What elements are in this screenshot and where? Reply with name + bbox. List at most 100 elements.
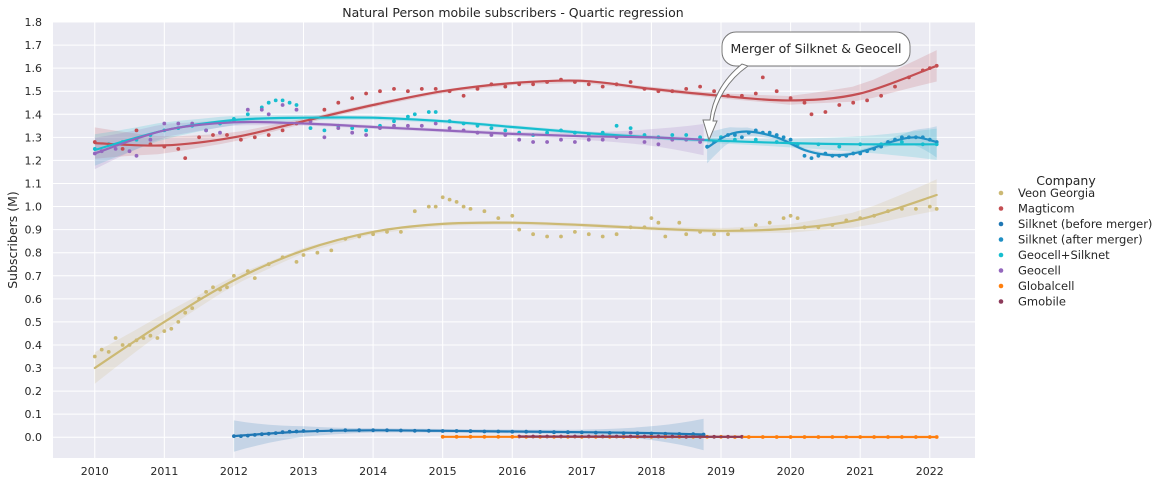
x-tick-label: 2012 [220,465,248,478]
data-point [225,133,229,137]
legend-marker [998,206,1004,211]
y-tick-label: 0.5 [25,316,43,329]
y-tick-label: 0.3 [25,362,43,375]
data-point [99,347,104,352]
data-point [670,133,675,137]
data-point [802,153,807,158]
data-point [134,128,139,133]
data-point [406,114,410,119]
legend-label: Silknet (after merger) [1018,233,1143,247]
data-point [781,216,786,221]
data-point [308,126,313,130]
data-point [211,285,215,290]
data-point [698,84,702,89]
data-point [336,100,341,105]
data-point [412,209,417,214]
data-point [531,140,535,144]
data-point [252,276,257,280]
data-point [545,140,549,144]
legend-marker [998,237,1004,242]
data-point [788,96,793,100]
data-point [927,204,932,209]
data-point [120,343,125,347]
y-tick-label: 0.0 [25,431,43,444]
data-point [336,126,341,130]
legend-marker [998,252,1004,258]
data-point [406,89,410,94]
data-point [245,112,250,117]
data-point [294,260,299,264]
data-point [545,234,549,239]
x-tick-label: 2018 [637,465,665,478]
data-point [266,100,271,105]
data-point [600,137,605,142]
data-point [586,232,591,237]
data-point [204,290,209,294]
data-point [774,89,779,94]
data-point [628,130,633,135]
legend-marker [998,190,1004,196]
data-point [371,232,375,237]
data-point [503,84,508,89]
data-point [517,227,522,232]
x-tick-label: 2017 [568,465,596,478]
x-tick-label: 2020 [777,465,805,478]
legend-marker [998,283,1004,289]
data-point [385,230,389,234]
data-point [176,121,181,126]
legend-label: Gmobile [1018,295,1066,309]
data-point [392,87,396,91]
data-point [183,156,188,161]
data-point [419,87,424,91]
data-point [760,75,765,80]
legend-label: Veon Georgia [1018,186,1095,200]
legend-marker [998,268,1004,273]
data-point [809,156,814,161]
y-axis-title: Subscribers (M) [5,191,20,289]
y-tick-label: 0.9 [25,224,43,237]
data-point [301,253,306,257]
data-point [433,87,438,91]
data-point [496,216,501,221]
data-point [586,137,591,142]
data-point [162,329,167,333]
data-point [287,100,292,105]
data-point [559,234,563,239]
data-point [461,204,466,209]
data-point [218,130,222,135]
data-point [698,140,702,144]
data-point [809,112,814,117]
data-point [399,230,403,234]
data-point [461,93,466,98]
trend-line [706,130,938,157]
data-point [600,234,605,239]
x-tick-label: 2010 [81,465,109,478]
data-point [767,130,772,135]
x-tick-label: 2021 [846,465,874,478]
legend-label: Geocell [1018,264,1061,278]
data-point [322,107,327,112]
data-point [190,306,195,310]
y-tick-label: 0.8 [25,247,43,260]
legend-marker [998,221,1004,227]
data-point [795,216,800,221]
data-point [273,98,278,103]
data-point [614,232,619,237]
data-point [628,126,633,130]
y-tick-label: 1.6 [25,62,43,75]
data-point [865,98,869,103]
y-tick-label: 0.1 [25,408,43,421]
data-point [406,123,410,128]
data-point [433,110,438,114]
data-point [232,273,236,278]
data-point [322,128,327,133]
y-tick-label: 1.4 [25,108,43,121]
data-point [900,140,904,144]
data-point [684,232,689,237]
data-point [350,126,355,130]
x-tick-label: 2022 [916,465,944,478]
data-point [649,216,654,221]
data-point [364,91,368,96]
y-tick-label: 1.7 [25,39,43,52]
